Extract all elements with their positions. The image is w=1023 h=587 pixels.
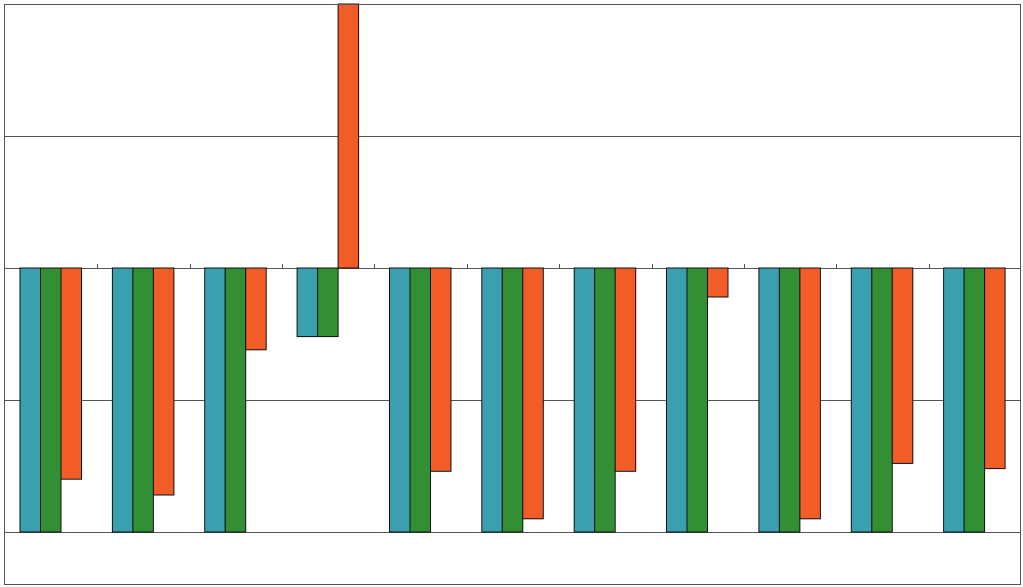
bar-series-1-group-3 — [204, 267, 226, 533]
bar-series-2-group-10 — [871, 267, 893, 533]
bar-series-3-group-7 — [614, 267, 637, 472]
bar-series-1-group-2 — [111, 267, 134, 533]
bar-series-2-group-8 — [686, 267, 708, 533]
bar-series-1-group-1 — [19, 267, 41, 533]
bar-series-3-group-11 — [984, 267, 1006, 470]
bar-series-2-group-1 — [40, 267, 62, 533]
bar-series-1-group-7 — [573, 267, 596, 533]
bar-series-3-group-1 — [60, 267, 82, 480]
bar-series-2-group-11 — [963, 267, 986, 533]
bar-series-3-group-10 — [891, 267, 914, 464]
bar-series-3-group-6 — [522, 267, 544, 520]
bar-series-2-group-6 — [501, 267, 524, 533]
bar-series-3-group-5 — [430, 267, 452, 472]
bar-series-2-group-4 — [317, 267, 339, 338]
bar-series-2-group-2 — [132, 267, 154, 533]
bars — [19, 3, 1006, 533]
bar-series-3-group-4 — [337, 3, 360, 269]
bar-series-1-group-11 — [943, 267, 965, 533]
bar-series-1-group-5 — [389, 267, 411, 533]
bar-series-2-group-3 — [224, 267, 247, 533]
bar-series-3-group-8 — [707, 267, 729, 298]
bar-series-3-group-9 — [799, 267, 821, 520]
bar-series-1-group-8 — [666, 267, 688, 533]
bar-series-3-group-3 — [245, 267, 267, 351]
bar-series-2-group-5 — [409, 267, 431, 533]
bar-series-1-group-10 — [850, 267, 873, 533]
bar-series-1-group-9 — [758, 267, 780, 533]
bar-series-2-group-7 — [594, 267, 616, 533]
plot-frame — [4, 4, 1021, 585]
bar-series-1-group-6 — [481, 267, 503, 533]
bar-series-1-group-4 — [296, 267, 319, 338]
bar-series-2-group-9 — [778, 267, 801, 533]
x-axis-ticks — [97, 264, 930, 269]
bar-series-3-group-2 — [152, 267, 175, 496]
